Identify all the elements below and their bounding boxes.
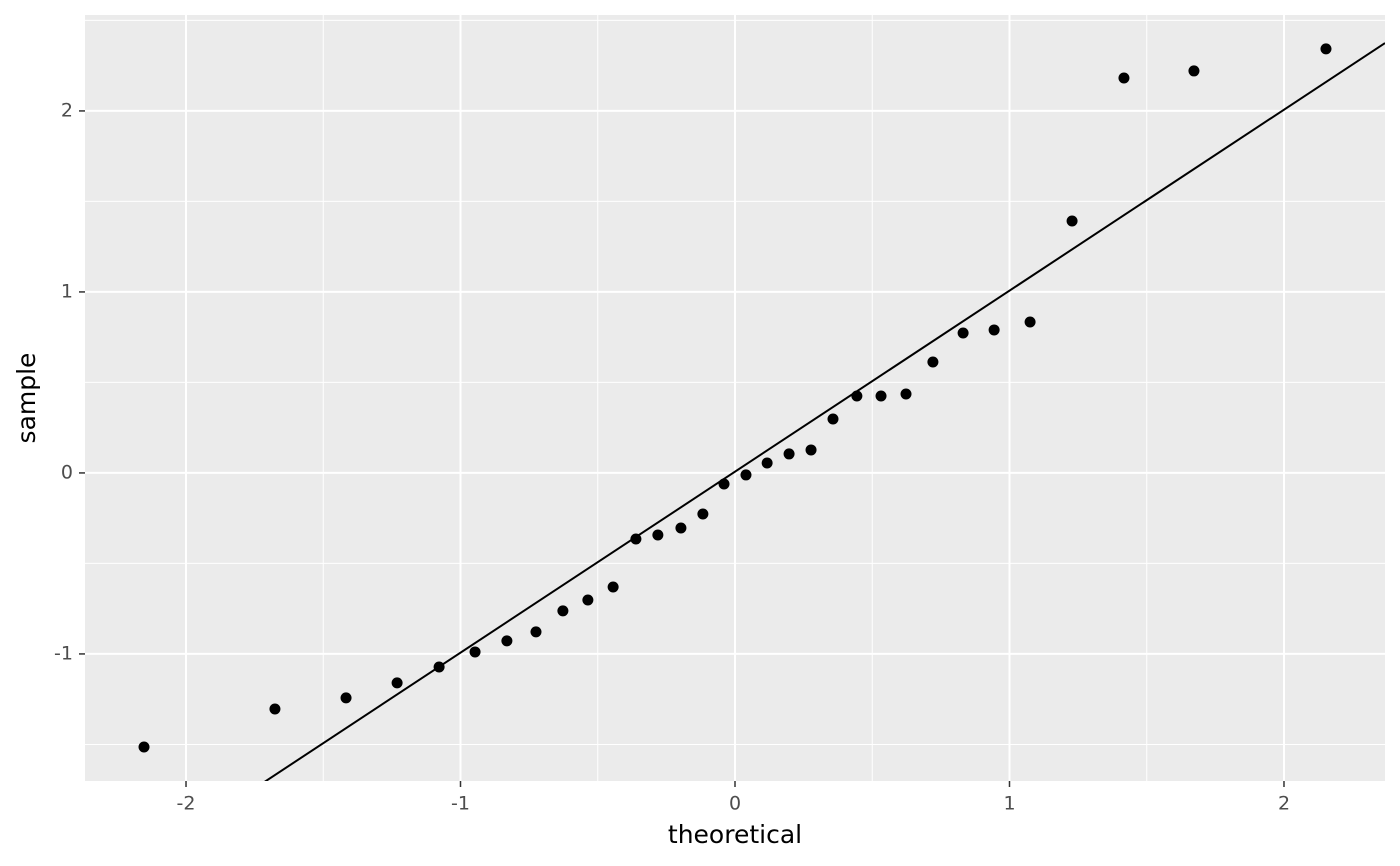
x-tick-label: 2 [1278, 793, 1290, 815]
y-tick-label: 0 [61, 461, 73, 483]
point [1118, 72, 1130, 84]
point [340, 692, 352, 704]
x-tick-label: -1 [451, 793, 470, 815]
point [927, 356, 939, 368]
point [557, 605, 569, 617]
point [900, 388, 912, 400]
point [269, 703, 281, 715]
x-tick-label: -2 [177, 793, 196, 815]
x-tick-label: 1 [1003, 793, 1015, 815]
y-tick-label: 2 [61, 99, 73, 121]
point [851, 390, 863, 402]
point [783, 448, 795, 460]
point [582, 594, 594, 606]
point [501, 635, 513, 647]
point [875, 390, 887, 402]
reference-line [264, 42, 1385, 781]
point [1024, 316, 1036, 328]
x-axis-title: theoretical [668, 820, 802, 849]
point [433, 661, 445, 673]
plot-area [138, 42, 1385, 781]
point [827, 413, 839, 425]
point [988, 324, 1000, 336]
x-tick-label: 0 [729, 793, 741, 815]
y-axis-title: sample [12, 353, 41, 444]
point [652, 529, 664, 541]
point [718, 478, 730, 490]
y-tick-label: -1 [54, 642, 73, 664]
point [740, 469, 752, 481]
y-tick-label: 1 [61, 280, 73, 302]
point [761, 457, 773, 469]
point [805, 444, 817, 456]
point [1188, 65, 1200, 77]
point [469, 646, 481, 658]
point [1320, 43, 1332, 55]
point [530, 626, 542, 638]
point [957, 327, 969, 339]
point [630, 533, 642, 545]
point [138, 741, 150, 753]
point [607, 581, 619, 593]
point [391, 677, 403, 689]
point [675, 522, 687, 534]
point [697, 508, 709, 520]
point [1066, 215, 1078, 227]
